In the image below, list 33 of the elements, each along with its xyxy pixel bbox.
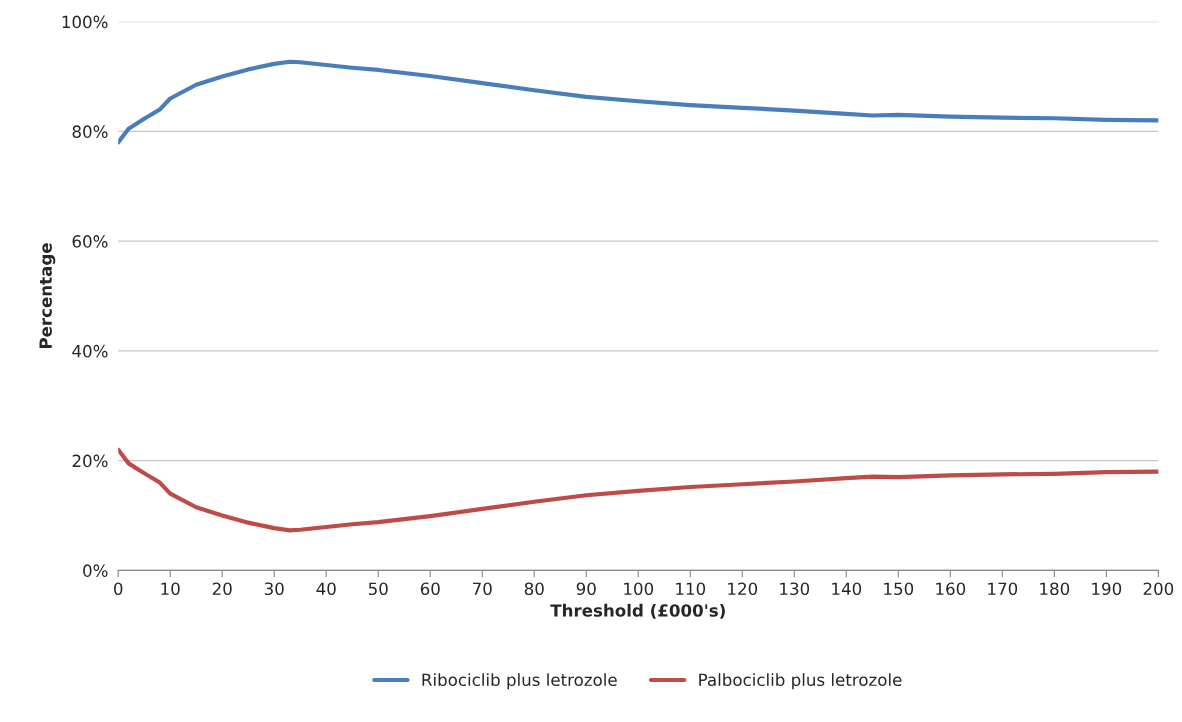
legend-label: Ribociclib plus letrozole	[422, 673, 617, 690]
x-tick-label: 80	[524, 582, 544, 596]
x-tick-label: 70	[473, 582, 492, 596]
line-series	[118, 59, 1159, 145]
y-tick-label: 80%	[72, 125, 108, 138]
x-tick-label: 180	[1040, 582, 1070, 596]
x-tick-label: 50	[368, 582, 388, 596]
x-tick-label: 30	[264, 582, 284, 596]
x-tick-label: 120	[728, 582, 758, 596]
x-tick-label: 100	[624, 582, 654, 596]
x-tick-label: 20	[212, 582, 232, 596]
line-series	[118, 447, 1159, 533]
y-tick-label: 100%	[62, 15, 108, 29]
x-tick-label: 10	[161, 582, 180, 596]
y-axis-title: Percentage	[39, 243, 56, 349]
x-tick-label: 110	[676, 582, 706, 596]
x-tick-label: 130	[780, 582, 810, 596]
x-tick-label: 160	[936, 582, 966, 596]
x-tick-label: 90	[576, 582, 596, 596]
x-axis-title: Threshold (£000's)	[550, 603, 725, 619]
y-tick-label: 20%	[72, 454, 108, 468]
x-tick-label: 60	[420, 582, 440, 596]
y-tick-label: 0%	[83, 564, 108, 577]
x-tick-label: 170	[988, 582, 1018, 596]
legend-label: Palbociclib plus letrozole	[699, 673, 902, 690]
x-tick-label: 190	[1092, 582, 1122, 596]
x-tick-label: 140	[832, 582, 862, 596]
y-tick-label: 40%	[72, 344, 108, 358]
x-tick-label: 200	[1143, 582, 1174, 596]
x-tick-label: 150	[884, 582, 914, 596]
x-tick-label: 0	[114, 582, 123, 596]
y-tick-label: 60%	[72, 235, 108, 248]
x-tick-label: 40	[316, 582, 336, 596]
